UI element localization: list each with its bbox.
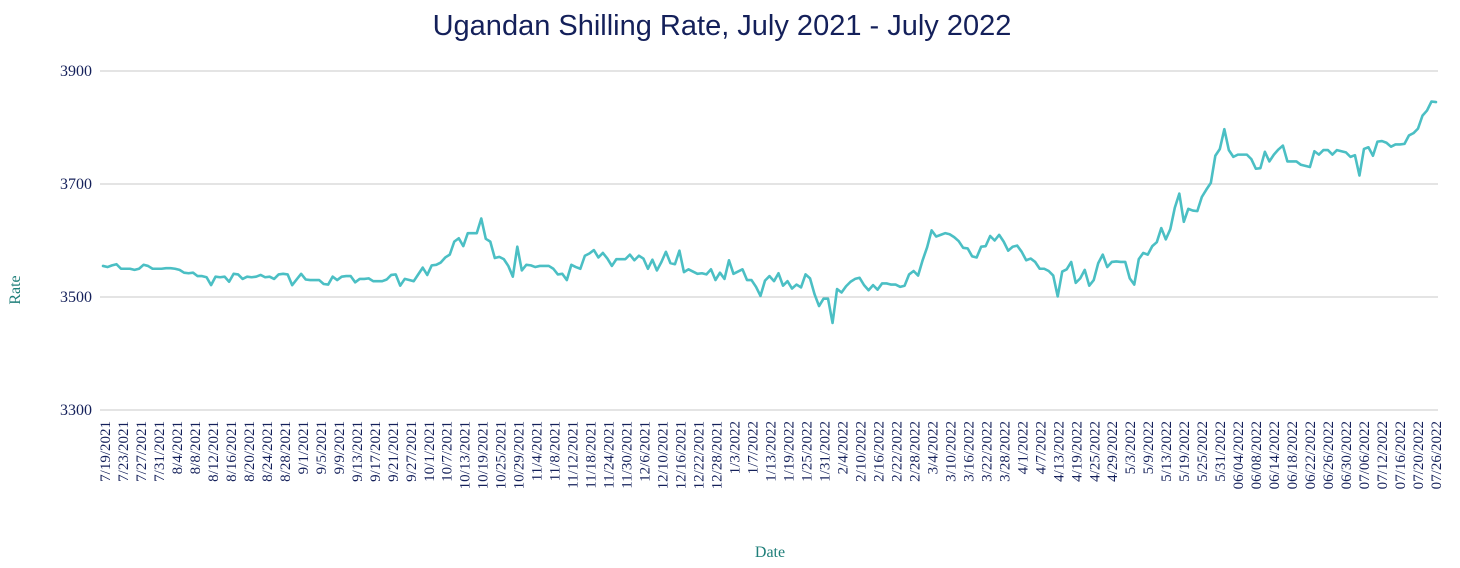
- x-tick-label: 10/13/2021: [458, 421, 474, 489]
- x-tick-label: 10/1/2021: [422, 421, 438, 482]
- y-gridlines: [100, 70, 1438, 411]
- x-tick-label: 8/20/2021: [242, 421, 258, 482]
- x-axis-label: Date: [755, 544, 785, 561]
- x-tick-label: 9/17/2021: [368, 421, 384, 482]
- x-tick-labels: 7/19/2021 7/23/2021 7/27/2021 7/31/2021 8/4/…: [98, 421, 1445, 489]
- x-tick-label: 8/8/2021: [188, 421, 204, 474]
- x-tick-label: 12/28/2021: [710, 421, 726, 489]
- y-tick-labels: 3300 3500 3700 3900: [60, 63, 92, 419]
- x-tick-label: 8/4/2021: [170, 421, 186, 474]
- x-tick-label: 3/4/2022: [925, 421, 941, 474]
- x-tick-label: 06/26/2022: [1321, 421, 1337, 489]
- x-tick-label: 5/3/2022: [1123, 421, 1139, 474]
- x-tick-label: 07/16/2022: [1393, 421, 1409, 489]
- x-tick-label: 1/31/2022: [817, 421, 833, 482]
- x-tick-label: 3/16/2022: [961, 421, 977, 482]
- x-tick-label: 2/16/2022: [871, 421, 887, 482]
- x-tick-label: 1/7/2022: [746, 421, 762, 474]
- x-tick-label: 2/22/2022: [889, 421, 905, 482]
- x-tick-label: 9/9/2021: [332, 421, 348, 474]
- x-tick-label: 10/29/2021: [512, 421, 528, 489]
- x-tick-label: 4/29/2022: [1105, 421, 1121, 482]
- x-tick-label: 7/19/2021: [98, 421, 114, 482]
- x-tick-label: 8/12/2021: [206, 421, 222, 482]
- x-tick-label: 06/22/2022: [1303, 421, 1319, 489]
- x-tick-label: 7/27/2021: [134, 421, 150, 482]
- x-tick-label: 12/16/2021: [674, 421, 690, 489]
- x-tick-label: 07/12/2022: [1375, 421, 1391, 489]
- x-tick-label: 2/4/2022: [835, 421, 851, 474]
- x-tick-label: 9/27/2021: [404, 421, 420, 482]
- x-tick-label: 07/26/2022: [1429, 421, 1445, 489]
- y-tick-label: 3500: [60, 289, 92, 306]
- x-tick-label: 11/18/2021: [584, 421, 600, 489]
- x-tick-label: 10/19/2021: [476, 421, 492, 489]
- x-tick-label: 06/30/2022: [1339, 421, 1355, 489]
- x-tick-label: 5/25/2022: [1195, 421, 1211, 482]
- x-tick-label: 8/28/2021: [278, 421, 294, 482]
- x-tick-label: 06/08/2022: [1249, 421, 1265, 489]
- y-axis-label: Rate: [7, 275, 24, 304]
- x-tick-label: 11/12/2021: [566, 421, 582, 489]
- x-tick-label: 9/21/2021: [386, 421, 402, 482]
- x-tick-label: 8/24/2021: [260, 421, 276, 482]
- y-tick-label: 3300: [60, 402, 92, 419]
- y-tick-label: 3900: [60, 63, 92, 80]
- x-tick-label: 7/31/2021: [152, 421, 168, 482]
- x-tick-label: 1/25/2022: [799, 421, 815, 482]
- x-tick-label: 07/06/2022: [1357, 421, 1373, 489]
- y-tick-label: 3700: [60, 176, 92, 193]
- x-tick-label: 9/5/2021: [314, 421, 330, 474]
- x-tick-label: 12/6/2021: [638, 421, 654, 482]
- x-tick-label: 10/7/2021: [440, 421, 456, 482]
- x-tick-label: 2/10/2022: [853, 421, 869, 482]
- x-tick-label: 11/4/2021: [530, 421, 546, 481]
- x-tick-label: 3/28/2022: [997, 421, 1013, 482]
- x-tick-label: 9/1/2021: [296, 421, 312, 474]
- x-tick-label: 1/19/2022: [781, 421, 797, 482]
- x-tick-label: 5/13/2022: [1159, 421, 1175, 482]
- plot-area: [101, 100, 1438, 325]
- x-tick-label: 9/13/2021: [350, 421, 366, 482]
- x-tick-label: 06/14/2022: [1267, 421, 1283, 489]
- x-tick-label: 1/13/2022: [764, 421, 780, 482]
- x-tick-label: 12/22/2021: [692, 421, 708, 489]
- x-tick-label: 11/24/2021: [602, 421, 618, 489]
- series-line-0: [101, 100, 1438, 325]
- x-tick-label: 5/19/2022: [1177, 421, 1193, 482]
- x-tick-label: 4/1/2022: [1015, 421, 1031, 474]
- x-tick-label: 4/13/2022: [1051, 421, 1067, 482]
- x-tick-label: 06/18/2022: [1285, 421, 1301, 489]
- x-tick-label: 2/28/2022: [907, 421, 923, 482]
- x-tick-label: 7/23/2021: [116, 421, 132, 482]
- x-tick-label: 1/3/2022: [728, 421, 744, 474]
- x-tick-label: 4/7/2022: [1033, 421, 1049, 474]
- x-tick-label: 4/25/2022: [1087, 421, 1103, 482]
- x-tick-label: 3/22/2022: [979, 421, 995, 482]
- x-tick-label: 06/04/2022: [1231, 421, 1247, 489]
- x-tick-label: 12/10/2021: [656, 421, 672, 489]
- x-tick-label: 3/10/2022: [943, 421, 959, 482]
- chart-title: Ugandan Shilling Rate, July 2021 - July …: [433, 10, 1012, 42]
- x-tick-label: 8/16/2021: [224, 421, 240, 482]
- x-tick-label: 4/19/2022: [1069, 421, 1085, 482]
- x-tick-label: 5/9/2022: [1141, 421, 1157, 474]
- x-tick-label: 11/30/2021: [620, 421, 636, 489]
- x-tick-label: 5/31/2022: [1213, 421, 1229, 482]
- x-tick-label: 07/20/2022: [1411, 421, 1427, 489]
- x-tick-label: 10/25/2021: [494, 421, 510, 489]
- x-tick-label: 11/8/2021: [548, 421, 564, 481]
